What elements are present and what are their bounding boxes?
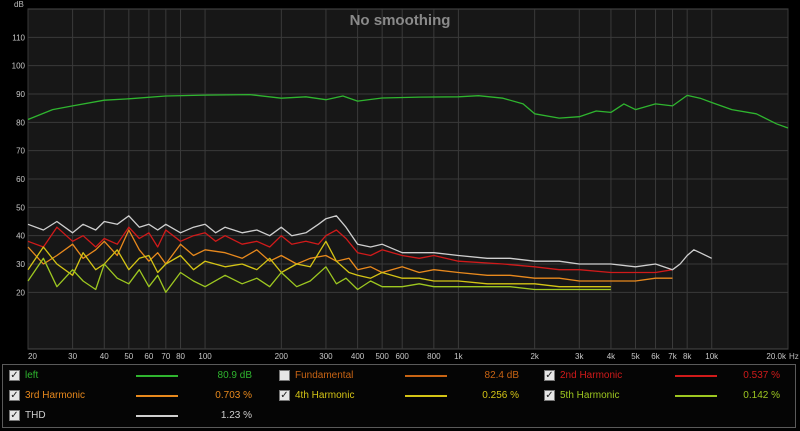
x-tick-label: 800 xyxy=(427,352,441,361)
x-tick-label: 50 xyxy=(124,352,133,361)
x-tick-label: 2k xyxy=(530,352,539,361)
x-tick-label: 200 xyxy=(275,352,289,361)
legend-value-thd: 1.23 % xyxy=(220,410,252,421)
legend-swatch-2nd-harmonic xyxy=(675,375,717,377)
y-tick-label: 20 xyxy=(16,288,25,297)
x-tick-label: 100 xyxy=(198,352,212,361)
series-line-5th-harmonic xyxy=(27,257,611,293)
y-tick-label: 100 xyxy=(12,62,26,71)
legend-item-left: ✓ left 80.9 dB xyxy=(9,368,264,384)
legend-checkbox-fundamental[interactable] xyxy=(279,370,290,381)
y-tick-label: 30 xyxy=(16,260,25,269)
x-tick-label: 300 xyxy=(319,352,333,361)
legend-value-2nd-harmonic: 0.537 % xyxy=(743,370,780,381)
y-tick-label: 40 xyxy=(16,232,25,241)
x-tick-label: 20 xyxy=(28,352,37,361)
legend-label-3rd-harmonic: 3rd Harmonic xyxy=(25,390,86,401)
legend-label-2nd-harmonic: 2nd Harmonic xyxy=(560,370,623,381)
legend-item-3rd-harmonic: ✓ 3rd Harmonic 0.703 % xyxy=(9,388,264,404)
legend-checkbox-thd[interactable]: ✓ xyxy=(9,410,20,421)
legend-checkbox-3rd-harmonic[interactable]: ✓ xyxy=(9,390,20,401)
legend-checkbox-2nd-harmonic[interactable]: ✓ xyxy=(544,370,555,381)
y-tick-label: 50 xyxy=(16,203,25,212)
legend-swatch-fundamental xyxy=(405,375,447,377)
y-tick-label: 60 xyxy=(16,175,25,184)
x-axis-unit-label: Hz xyxy=(789,352,799,361)
x-tick-label: 40 xyxy=(100,352,109,361)
y-axis-unit-label: dB xyxy=(14,0,24,9)
x-tick-label: 6k xyxy=(651,352,660,361)
x-tick-label: 3k xyxy=(575,352,584,361)
x-tick-label: 4k xyxy=(607,352,616,361)
legend-label-fundamental: Fundamental xyxy=(295,370,354,381)
legend-label-4th-harmonic: 4th Harmonic xyxy=(295,390,355,401)
x-tick-label: 8k xyxy=(683,352,692,361)
x-tick-label: 20.0k xyxy=(766,352,787,361)
series-line-left xyxy=(27,93,789,129)
frequency-response-plot[interactable]: 20 30 40 50 60 70 80 90 100 110 20 30 40 50 60 70 80 100… xyxy=(0,0,800,362)
legend-value-5th-harmonic: 0.142 % xyxy=(743,390,780,401)
series-line-thd xyxy=(27,215,712,271)
x-tick-label: 70 xyxy=(161,352,170,361)
x-tick-label: 1k xyxy=(454,352,463,361)
legend-value-fundamental: 82.4 dB xyxy=(484,370,519,381)
series-line-4th-harmonic xyxy=(27,240,611,288)
x-tick-label: 30 xyxy=(68,352,77,361)
x-tick-label: 10k xyxy=(705,352,719,361)
x-tick-label: 60 xyxy=(144,352,153,361)
legend-value-3rd-harmonic: 0.703 % xyxy=(215,390,252,401)
legend-label-thd: THD xyxy=(25,410,46,421)
legend-panel: ✓ left 80.9 dB Fundamental 82.4 dB ✓ 2nd Harmo… xyxy=(2,364,796,428)
legend-label-5th-harmonic: 5th Harmonic xyxy=(560,390,620,401)
legend-swatch-5th-harmonic xyxy=(675,395,717,397)
chart-title: No smoothing xyxy=(350,12,451,29)
x-tick-label: 600 xyxy=(396,352,410,361)
legend-value-left: 80.9 dB xyxy=(217,370,252,381)
legend-swatch-left xyxy=(136,375,178,377)
legend-item-thd: ✓ THD 1.23 % xyxy=(9,408,264,424)
series-line-2nd-harmonic xyxy=(27,226,673,274)
legend-checkbox-left[interactable]: ✓ xyxy=(9,370,20,381)
x-tick-label: 7k xyxy=(668,352,677,361)
legend-item-fundamental: Fundamental 82.4 dB xyxy=(279,368,539,384)
legend-checkbox-4th-harmonic[interactable]: ✓ xyxy=(279,390,290,401)
legend-swatch-4th-harmonic xyxy=(405,395,447,397)
x-tick-label: 80 xyxy=(176,352,185,361)
legend-label-left: left xyxy=(25,370,39,381)
x-tick-label: 500 xyxy=(375,352,389,361)
y-tick-label: 110 xyxy=(12,33,25,42)
x-tick-label: 400 xyxy=(351,352,365,361)
x-tick-label: 5k xyxy=(631,352,640,361)
legend-checkbox-5th-harmonic[interactable]: ✓ xyxy=(544,390,555,401)
legend-item-2nd-harmonic: ✓ 2nd Harmonic 0.537 % xyxy=(544,368,799,384)
legend-value-4th-harmonic: 0.256 % xyxy=(482,390,519,401)
legend-swatch-thd xyxy=(136,415,178,417)
legend-swatch-3rd-harmonic xyxy=(136,395,178,397)
legend-item-4th-harmonic: ✓ 4th Harmonic 0.256 % xyxy=(279,388,539,404)
y-tick-label: 90 xyxy=(16,90,25,99)
y-tick-label: 70 xyxy=(16,147,25,156)
y-tick-label: 80 xyxy=(16,118,25,127)
legend-item-5th-harmonic: ✓ 5th Harmonic 0.142 % xyxy=(544,388,799,404)
